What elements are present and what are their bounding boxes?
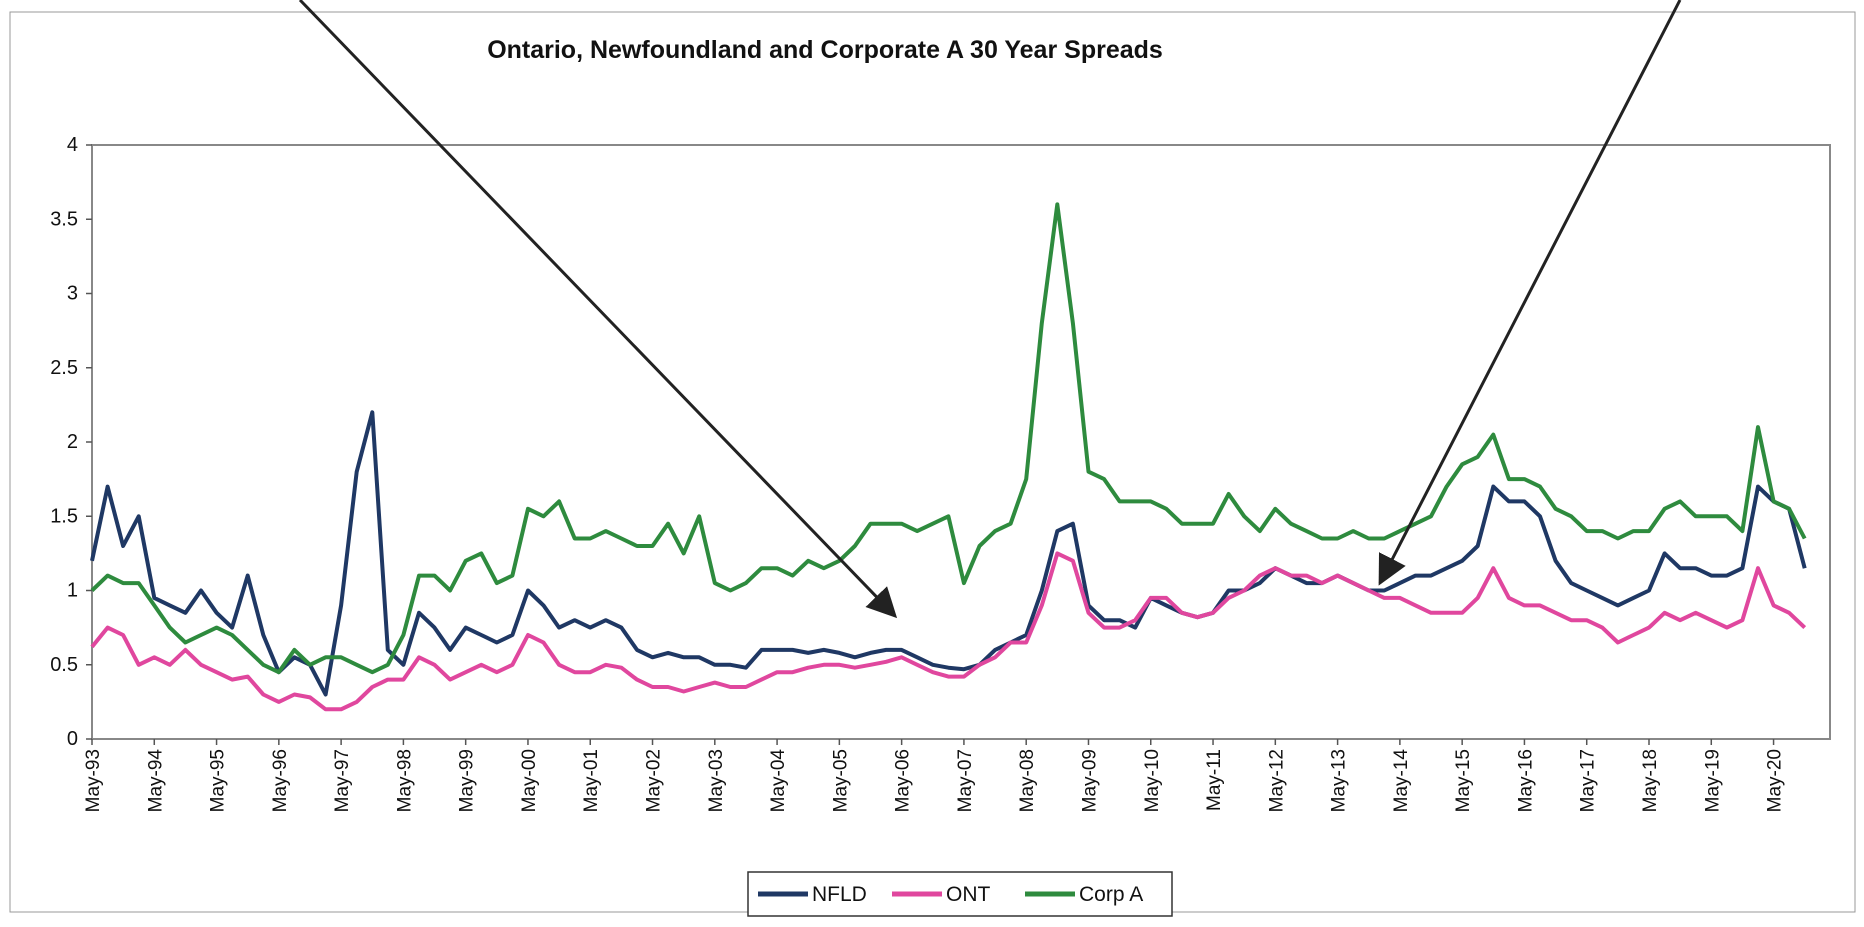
x-tick-label: May-15 [1453, 749, 1474, 812]
x-tick-label: May-05 [830, 749, 851, 812]
x-tick-label: May-03 [706, 749, 727, 812]
chart-title: Ontario, Newfoundland and Corporate A 30… [487, 36, 1163, 64]
legend-label: ONT [946, 883, 991, 906]
x-tick-label: May-12 [1266, 749, 1287, 812]
x-tick-label: May-11 [1204, 749, 1225, 811]
plot-area [91, 144, 1831, 740]
y-tick-label: 4 [67, 134, 78, 156]
legend-label: Corp A [1079, 883, 1143, 906]
arrow [1378, 0, 1682, 586]
legend-label: NFLD [812, 883, 867, 906]
x-tick-label: May-97 [332, 749, 353, 812]
x-tick-label: May-01 [581, 749, 602, 812]
x-tick-label: May-95 [208, 749, 229, 812]
x-tick-label: May-13 [1329, 749, 1350, 812]
arrow [298, 0, 898, 619]
legend [747, 871, 1173, 917]
x-tick-label: May-19 [1702, 749, 1723, 812]
series-line [90, 410, 1807, 697]
x-tick-label: May-98 [394, 749, 415, 812]
series-line [90, 202, 1807, 675]
x-tick-label: May-18 [1640, 749, 1661, 812]
x-tick-label: May-00 [519, 749, 540, 812]
x-tick-label: May-14 [1391, 749, 1412, 813]
y-tick-label: 0.5 [50, 654, 78, 676]
annotation-arrows [298, 0, 1682, 619]
x-tick-label: May-10 [1142, 749, 1163, 812]
x-tick-label: May-16 [1515, 749, 1536, 812]
y-tick-label: 1 [67, 580, 78, 602]
x-tick-label: May-04 [768, 749, 789, 813]
y-tick-label: 2 [67, 431, 78, 453]
x-tick-label: May-09 [1079, 749, 1100, 812]
x-tick-label: May-94 [145, 749, 166, 813]
x-tick-label: May-06 [893, 749, 914, 812]
x-tick-label: May-07 [955, 749, 976, 812]
series-line [90, 551, 1807, 712]
x-tick-label: May-96 [270, 749, 291, 812]
x-tick-label: May-17 [1578, 749, 1599, 812]
y-tick-label: 3.5 [50, 208, 78, 230]
legend-items: NFLD ONT Corp A [758, 883, 1143, 906]
x-tick-label: May-02 [644, 749, 665, 812]
x-tick-label: May-20 [1765, 749, 1786, 812]
x-tick-label: May-08 [1017, 749, 1038, 812]
y-tick-label: 0 [67, 728, 78, 750]
x-tick-label: May-93 [83, 749, 104, 812]
x-tick-label: May-99 [457, 749, 478, 812]
marks: 0 0.5 1 1.5 2 2.5 3 3.5 4 May-93 May-94 May-95 May-9… [50, 134, 1807, 813]
y-tick-label: 3 [67, 283, 78, 305]
y-tick-label: 2.5 [50, 357, 78, 379]
y-tick-label: 1.5 [50, 505, 78, 527]
